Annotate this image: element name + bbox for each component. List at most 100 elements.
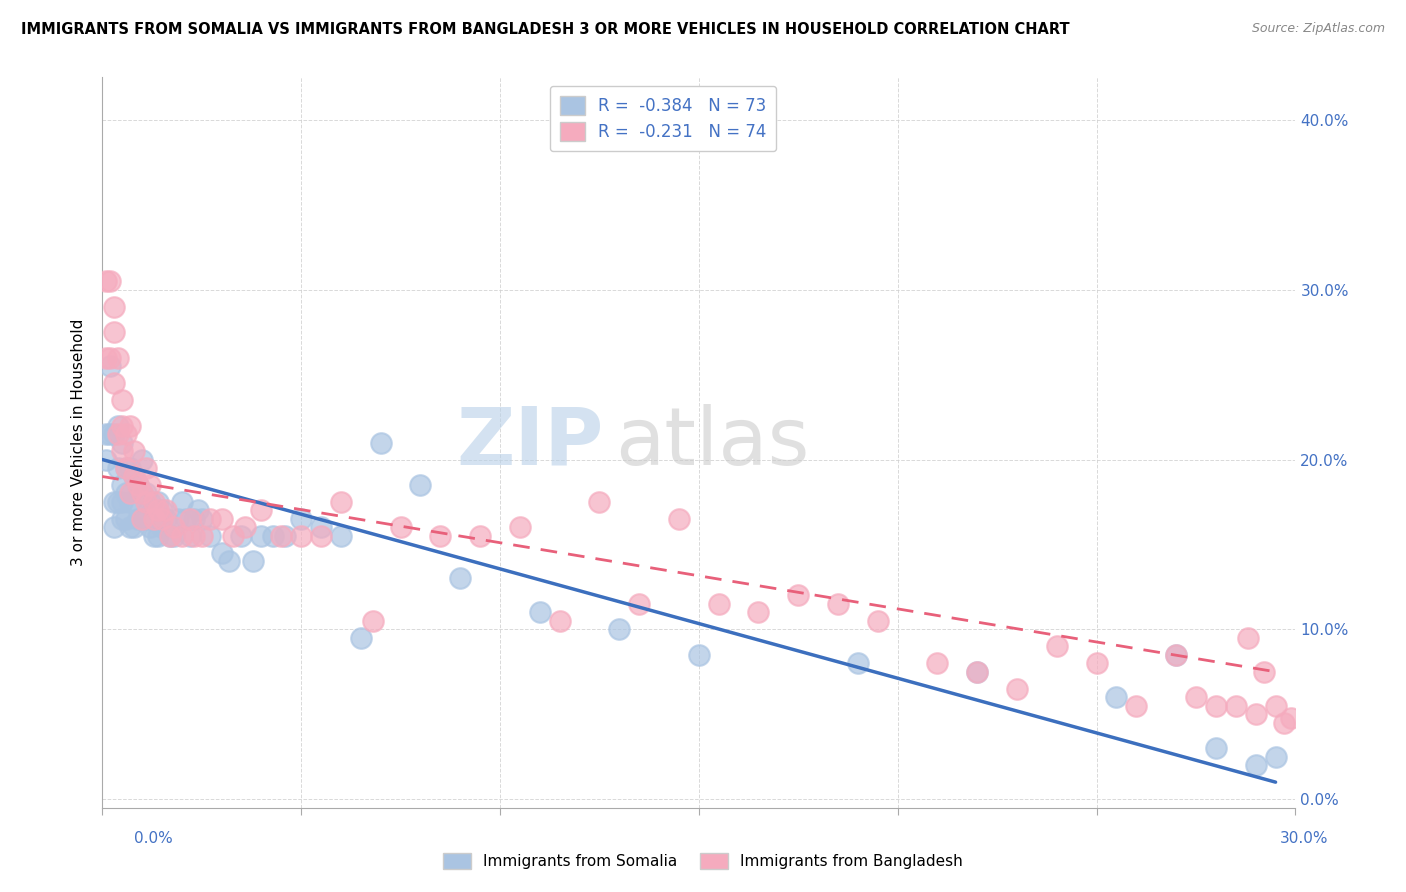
Point: [231, 529, 253, 543]
Point: [150, 512, 173, 526]
Point: [118, 486, 141, 500]
Point: [250, 529, 273, 543]
Point: [688, 648, 710, 662]
Point: [787, 588, 810, 602]
Point: [142, 503, 165, 517]
Point: [115, 486, 138, 500]
Point: [103, 325, 125, 339]
Point: [1205, 698, 1227, 713]
Point: [509, 520, 531, 534]
Point: [142, 512, 165, 526]
Point: [107, 351, 129, 365]
Point: [139, 495, 162, 509]
Point: [118, 520, 141, 534]
Point: [529, 605, 551, 619]
Point: [429, 529, 451, 543]
Point: [548, 614, 571, 628]
Point: [131, 512, 153, 526]
Point: [139, 520, 162, 534]
Point: [98, 351, 121, 365]
Point: [588, 495, 610, 509]
Point: [103, 520, 125, 534]
Point: [270, 529, 292, 543]
Legend: Immigrants from Somalia, Immigrants from Bangladesh: Immigrants from Somalia, Immigrants from…: [437, 847, 969, 875]
Point: [187, 503, 209, 517]
Y-axis label: 3 or more Vehicles in Household: 3 or more Vehicles in Household: [72, 318, 86, 566]
Point: [107, 427, 129, 442]
Point: [122, 520, 145, 534]
Point: [361, 614, 384, 628]
Point: [370, 435, 392, 450]
Point: [668, 512, 690, 526]
Point: [127, 512, 149, 526]
Point: [103, 495, 125, 509]
Point: [1166, 648, 1188, 662]
Point: [179, 529, 201, 543]
Point: [146, 503, 169, 517]
Point: [150, 503, 173, 517]
Point: [350, 631, 373, 645]
Point: [107, 461, 129, 475]
Point: [170, 495, 193, 509]
Point: [170, 529, 193, 543]
Point: [290, 529, 312, 543]
Point: [122, 469, 145, 483]
Point: [135, 461, 157, 475]
Point: [449, 571, 471, 585]
Point: [628, 597, 651, 611]
Point: [190, 529, 212, 543]
Point: [131, 486, 153, 500]
Point: [966, 665, 988, 679]
Point: [222, 529, 245, 543]
Point: [198, 529, 221, 543]
Point: [142, 495, 165, 509]
Text: IMMIGRANTS FROM SOMALIA VS IMMIGRANTS FROM BANGLADESH 3 OR MORE VEHICLES IN HOUS: IMMIGRANTS FROM SOMALIA VS IMMIGRANTS FR…: [21, 22, 1070, 37]
Point: [111, 435, 134, 450]
Point: [155, 503, 177, 517]
Point: [179, 512, 201, 526]
Point: [607, 623, 630, 637]
Point: [190, 512, 212, 526]
Point: [1185, 690, 1208, 705]
Point: [707, 597, 730, 611]
Point: [174, 512, 197, 526]
Point: [827, 597, 849, 611]
Point: [966, 665, 988, 679]
Point: [122, 469, 145, 483]
Point: [166, 512, 188, 526]
Point: [1105, 690, 1128, 705]
Point: [103, 376, 125, 390]
Point: [96, 427, 118, 442]
Point: [1281, 711, 1303, 725]
Point: [309, 529, 332, 543]
Point: [927, 657, 949, 671]
Point: [111, 512, 134, 526]
Point: [389, 520, 412, 534]
Point: [96, 452, 118, 467]
Text: 0.0%: 0.0%: [134, 831, 173, 846]
Point: [846, 657, 869, 671]
Point: [118, 418, 141, 433]
Point: [1225, 698, 1247, 713]
Point: [146, 495, 169, 509]
Point: [155, 512, 177, 526]
Point: [118, 461, 141, 475]
Point: [103, 427, 125, 442]
Point: [150, 520, 173, 534]
Point: [146, 529, 169, 543]
Point: [163, 520, 186, 534]
Point: [115, 461, 138, 475]
Text: Source: ZipAtlas.com: Source: ZipAtlas.com: [1251, 22, 1385, 36]
Point: [111, 495, 134, 509]
Point: [1264, 749, 1286, 764]
Point: [107, 495, 129, 509]
Point: [1244, 707, 1267, 722]
Point: [1046, 640, 1069, 654]
Text: atlas: atlas: [616, 403, 810, 482]
Point: [198, 512, 221, 526]
Point: [111, 444, 134, 458]
Point: [142, 529, 165, 543]
Point: [211, 546, 233, 560]
Point: [115, 427, 138, 442]
Point: [1205, 741, 1227, 756]
